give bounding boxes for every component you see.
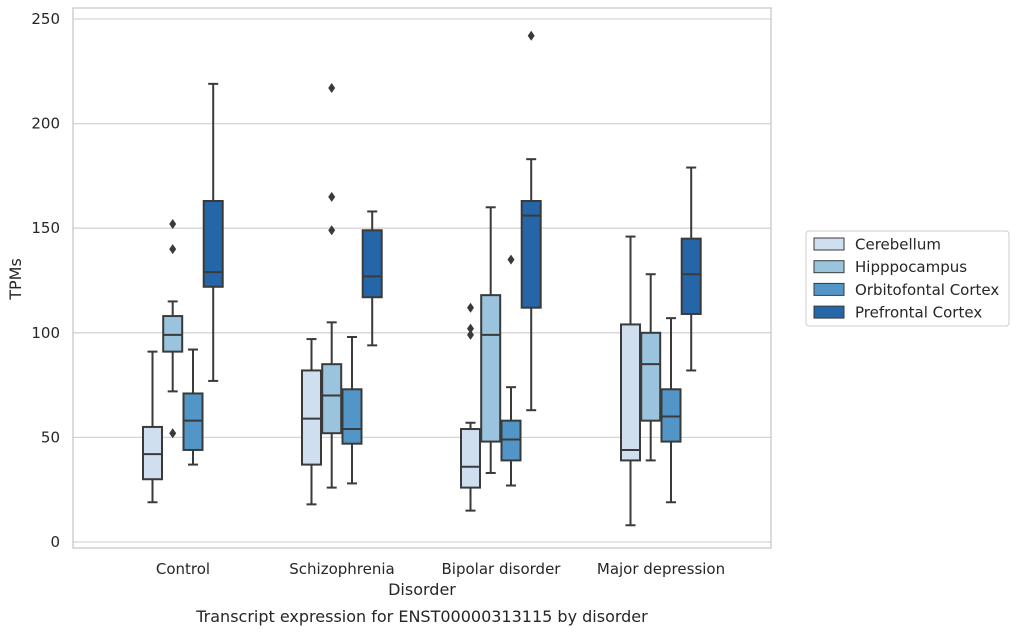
y-axis-label: TPMs bbox=[6, 258, 25, 301]
outlier-point bbox=[527, 30, 535, 41]
outlier-point bbox=[169, 219, 177, 230]
legend-swatch bbox=[813, 282, 845, 296]
box-3-1 bbox=[361, 210, 383, 347]
box-1-2 bbox=[480, 206, 502, 474]
box-iqr bbox=[321, 363, 343, 435]
box-3-0 bbox=[202, 82, 224, 382]
y-tick-label: 200 bbox=[31, 115, 60, 133]
box-1-0 bbox=[162, 219, 184, 439]
figure-caption: Transcript expression for ENST0000031311… bbox=[195, 607, 648, 626]
legend: Cerebellum Hipppocampus Orbitofontal Corte… bbox=[805, 230, 1010, 327]
outlier-point bbox=[328, 191, 336, 202]
box-iqr bbox=[460, 428, 481, 489]
box-3-2 bbox=[520, 30, 542, 412]
x-tick-label: Schizophrenia bbox=[289, 560, 394, 578]
x-axis-label: Disorder bbox=[388, 580, 456, 599]
outlier-point bbox=[467, 329, 474, 340]
x-axis-ticks: Control Schizophrenia Bipolar disorder Majo… bbox=[156, 560, 725, 578]
box-1-3 bbox=[640, 273, 662, 462]
box-iqr bbox=[660, 388, 682, 443]
x-tick-label: Major depression bbox=[597, 560, 725, 578]
boxes bbox=[142, 30, 702, 527]
outlier-point bbox=[169, 244, 177, 255]
y-tick-label: 250 bbox=[31, 10, 60, 28]
box-iqr bbox=[640, 331, 662, 422]
outlier-point bbox=[328, 225, 336, 236]
box-iqr bbox=[202, 200, 224, 288]
box-iqr bbox=[500, 419, 522, 462]
box-iqr bbox=[341, 388, 363, 445]
box-0-2 bbox=[460, 302, 481, 512]
x-tick-label: Bipolar disorder bbox=[442, 560, 562, 578]
box-3-3 bbox=[680, 166, 702, 372]
box-2-1 bbox=[341, 335, 363, 485]
legend-frame bbox=[805, 230, 1010, 327]
legend-label: Hipppocampus bbox=[855, 258, 967, 276]
y-tick-label: 100 bbox=[31, 324, 60, 342]
box-1-1 bbox=[321, 83, 343, 489]
legend-label: Orbitofontal Cortex bbox=[855, 281, 999, 299]
y-tick-label: 50 bbox=[41, 428, 60, 446]
box-2-3 bbox=[660, 317, 682, 504]
box-iqr bbox=[142, 425, 163, 481]
y-tick-label: 0 bbox=[50, 533, 60, 551]
box-iqr bbox=[182, 392, 204, 451]
y-tick-label: 150 bbox=[31, 219, 60, 237]
legend-label: Cerebellum bbox=[855, 236, 941, 254]
box-0-1 bbox=[301, 338, 322, 506]
x-tick-label: Control bbox=[156, 560, 210, 578]
legend-swatch bbox=[813, 260, 845, 274]
grid-lines bbox=[73, 18, 771, 543]
box-iqr bbox=[620, 323, 641, 462]
legend-swatch bbox=[813, 305, 845, 319]
box-iqr bbox=[480, 294, 502, 443]
box-0-3 bbox=[620, 235, 641, 527]
y-axis-ticks: 0 50 100 150 200 250 bbox=[31, 10, 60, 551]
plot-frame bbox=[72, 7, 772, 549]
legend-swatch bbox=[813, 237, 845, 251]
box-iqr bbox=[301, 369, 322, 466]
box-iqr bbox=[162, 315, 184, 353]
box-2-2 bbox=[500, 254, 522, 487]
outlier-point bbox=[169, 428, 177, 439]
box-2-0 bbox=[182, 348, 204, 466]
box-iqr bbox=[680, 237, 702, 315]
box-0-0 bbox=[142, 350, 163, 504]
legend-label: Prefrontal Cortex bbox=[855, 304, 982, 322]
outlier-point bbox=[467, 323, 474, 334]
box-iqr bbox=[361, 229, 383, 299]
outlier-point bbox=[507, 254, 515, 265]
box-iqr bbox=[520, 200, 542, 309]
outlier-point bbox=[328, 83, 336, 94]
outlier-point bbox=[467, 302, 474, 313]
